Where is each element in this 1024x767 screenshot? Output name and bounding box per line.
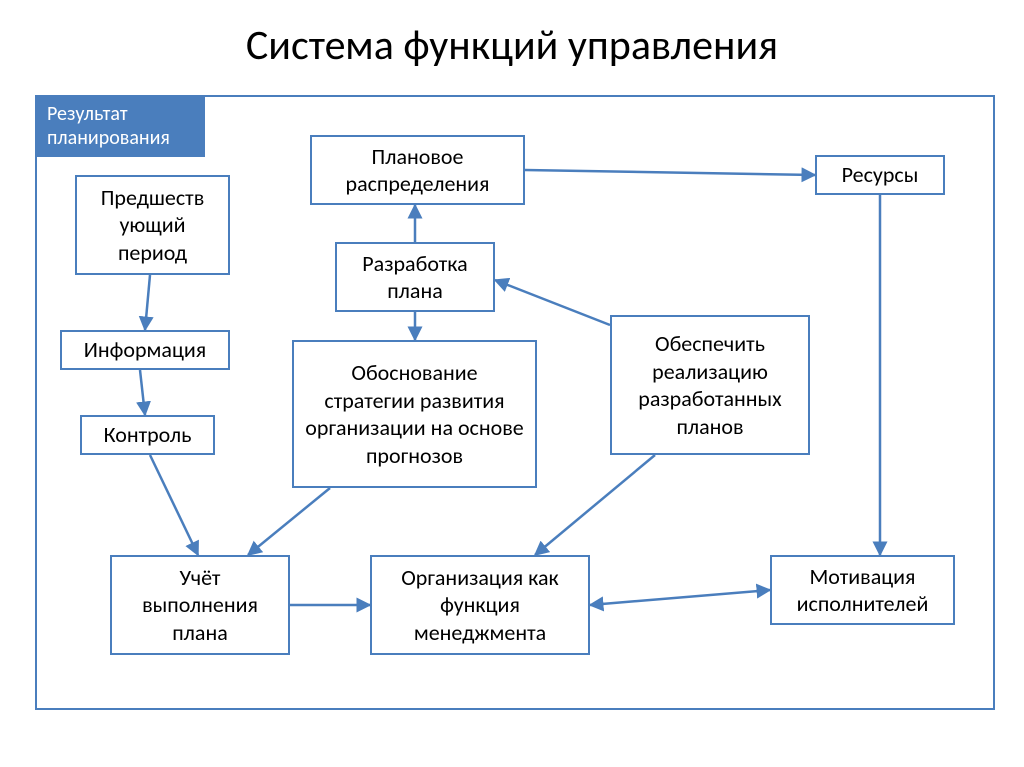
node-label: Контроль xyxy=(104,421,192,449)
node-label: Учёт выполнения плана xyxy=(122,564,278,647)
node-label: Обоснование стратегии развития организац… xyxy=(304,359,525,469)
node-motivation: Мотивация исполнителей xyxy=(770,555,955,625)
node-organization: Организация как функция менеджмента xyxy=(370,555,590,655)
node-label: Информация xyxy=(84,336,206,364)
node-label: Предшеств ующий период xyxy=(87,184,218,267)
node-previous-period: Предшеств ующий период xyxy=(75,175,230,275)
node-label: Разработка плана xyxy=(347,250,483,305)
diagram-title: Система функций управления xyxy=(0,20,1024,71)
node-ensure-realization: Обеспечить реализацию разработанных план… xyxy=(610,315,810,455)
node-accounting: Учёт выполнения плана xyxy=(110,555,290,655)
node-control: Контроль xyxy=(80,415,215,455)
node-plan-distribution: Плановое распределения xyxy=(310,135,525,205)
node-label: Ресурсы xyxy=(842,161,919,189)
node-strategy: Обоснование стратегии развития организац… xyxy=(292,340,537,488)
node-plan-development: Разработка плана xyxy=(335,242,495,312)
node-label: Мотивация исполнителей xyxy=(782,563,943,618)
node-resources: Ресурсы xyxy=(815,155,945,195)
node-information: Информация xyxy=(60,330,230,370)
planning-result-header: Результат планирования xyxy=(35,95,205,157)
node-label: Плановое распределения xyxy=(322,143,513,198)
node-label: Организация как функция менеджмента xyxy=(382,564,578,647)
planning-result-label: Результат планирования xyxy=(47,102,193,150)
node-label: Обеспечить реализацию разработанных план… xyxy=(622,330,798,440)
